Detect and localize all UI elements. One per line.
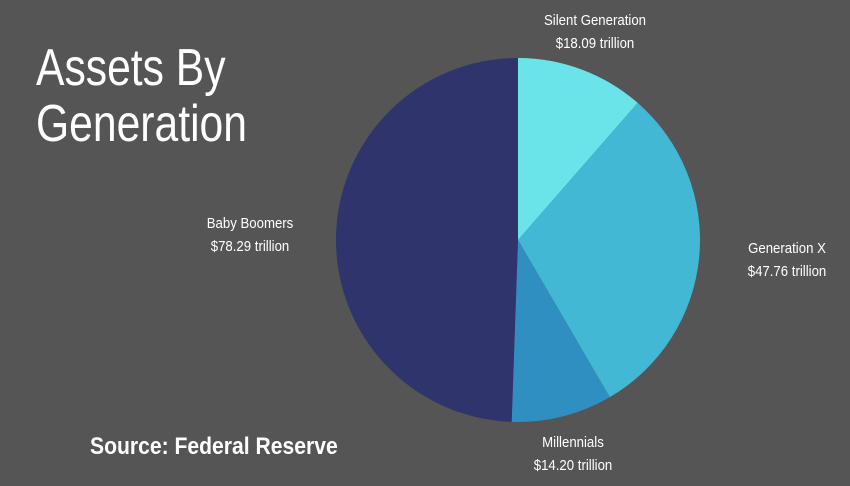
label-millennials: Millennials $14.20 trillion — [507, 431, 639, 477]
pie-slice-generation-x — [518, 102, 700, 398]
label-millennials-value: $14.20 trillion — [533, 457, 613, 474]
label-baby-boomers: Baby Boomers $78.29 trillion — [184, 212, 316, 258]
pie-slice-millennials — [511, 240, 610, 423]
label-millennials-name: Millennials — [542, 434, 604, 451]
label-baby-boomers-value: $78.29 trillion — [210, 238, 290, 255]
label-silent-generation: Silent Generation $18.09 trillion — [529, 9, 661, 55]
pie-slice-silent-generation — [518, 58, 638, 240]
pie-slices — [335, 58, 700, 423]
title-line-1: Assets By — [36, 39, 226, 97]
pie-slice-baby-boomers — [335, 58, 518, 422]
label-generation-x-name: Generation X — [748, 240, 826, 257]
label-silent-generation-name: Silent Generation — [544, 12, 646, 29]
chart-title: Assets By Generation — [36, 40, 247, 152]
label-generation-x-value: $47.76 trillion — [747, 263, 827, 280]
label-generation-x: Generation X $47.76 trillion — [721, 237, 850, 283]
source-note: Source: Federal Reserve — [90, 433, 338, 460]
label-silent-generation-value: $18.09 trillion — [555, 35, 635, 52]
title-line-2: Generation — [36, 95, 247, 153]
label-baby-boomers-name: Baby Boomers — [206, 215, 294, 232]
